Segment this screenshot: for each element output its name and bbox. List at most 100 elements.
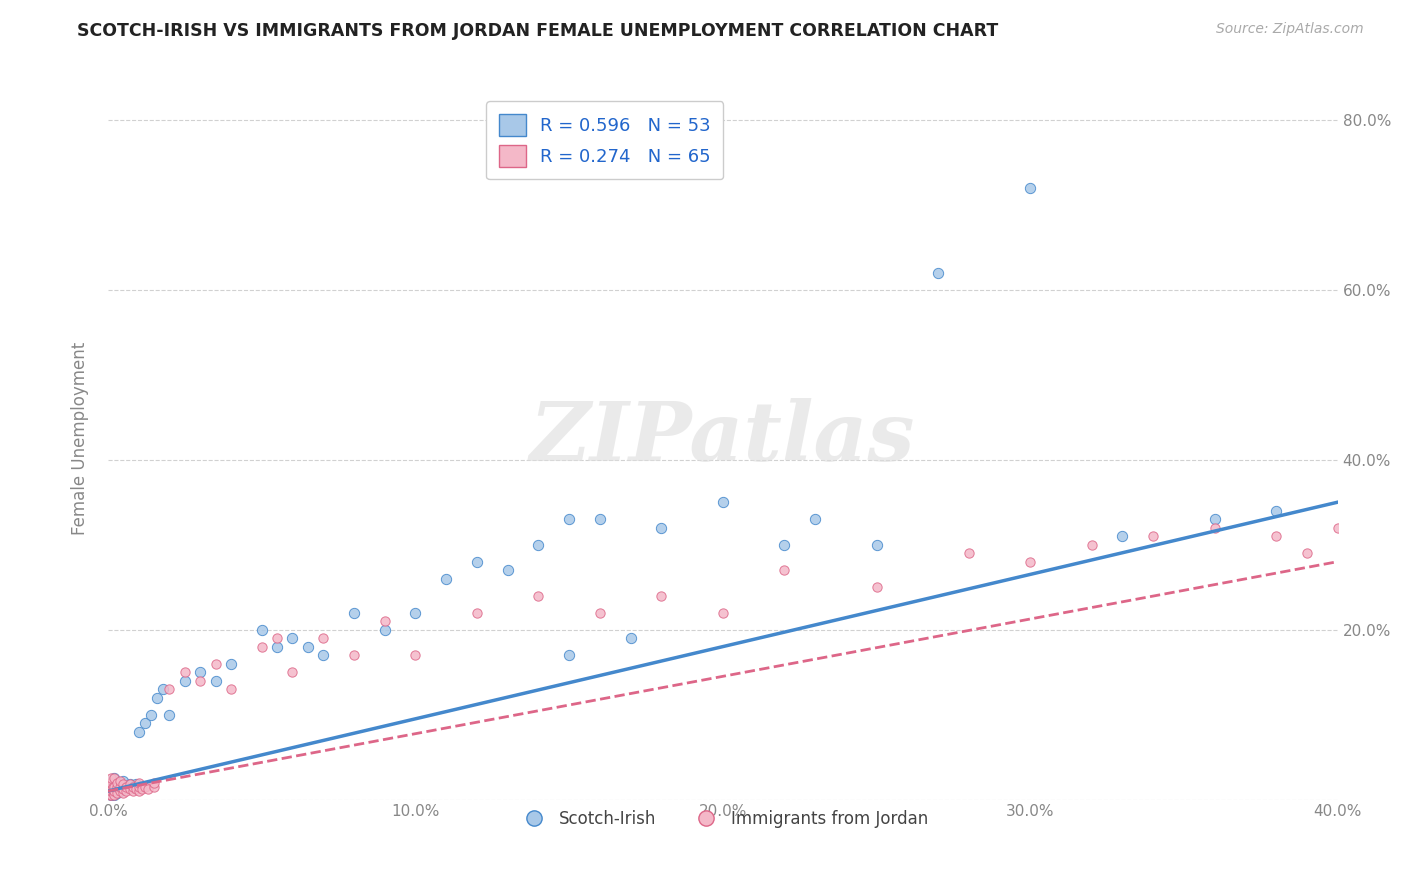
Point [1019,555,1042,569]
Point [173,665,195,679]
Point [110,784,132,798]
Text: ZIPatlas: ZIPatlas [530,399,915,478]
Point [112,786,135,800]
Point [957,546,980,560]
Point [1296,546,1319,560]
Point [589,606,612,620]
Point [343,648,366,662]
Point [650,589,672,603]
Text: SCOTCH-IRISH VS IMMIGRANTS FROM JORDAN FEMALE UNEMPLOYMENT CORRELATION CHART: SCOTCH-IRISH VS IMMIGRANTS FROM JORDAN F… [77,22,998,40]
Point [100,784,122,798]
Point [650,521,672,535]
Point [139,707,162,722]
Point [112,782,135,797]
Point [927,266,949,280]
Point [343,606,366,620]
Point [121,780,143,794]
Point [131,782,153,797]
Point [143,775,166,789]
Point [281,631,304,645]
Point [773,563,796,577]
Point [250,623,273,637]
Point [219,657,242,671]
Point [112,777,135,791]
Point [312,648,335,662]
Point [374,623,396,637]
Point [103,784,125,798]
Point [804,512,827,526]
Point [100,780,122,794]
Point [558,648,581,662]
Point [100,775,122,789]
Point [101,780,124,794]
Point [112,773,135,788]
Point [619,631,641,645]
Point [100,789,122,803]
Point [115,780,138,794]
Point [101,784,124,798]
Point [496,563,519,577]
Point [103,772,125,786]
Point [1265,529,1288,543]
Point [465,606,488,620]
Point [558,512,581,526]
Point [110,784,132,798]
Point [297,640,319,654]
Point [204,657,226,671]
Point [711,495,734,509]
Point [100,789,122,803]
Point [865,538,887,552]
Point [100,775,122,789]
Point [118,777,141,791]
Point [110,775,132,789]
Point [124,782,146,797]
Point [112,782,135,797]
Point [128,724,150,739]
Point [103,780,125,794]
Point [281,665,304,679]
Point [1204,512,1226,526]
Point [110,780,132,794]
Point [98,775,121,789]
Point [98,784,121,798]
Legend: Scotch-Irish, Immigrants from Jordan: Scotch-Irish, Immigrants from Jordan [510,803,935,835]
Point [105,782,128,797]
Point [152,682,174,697]
Point [404,648,426,662]
Point [465,555,488,569]
Point [105,777,128,791]
Y-axis label: Female Unemployment: Female Unemployment [72,342,89,535]
Point [103,789,125,803]
Point [128,775,150,789]
Point [250,640,273,654]
Point [266,631,288,645]
Point [100,784,122,798]
Point [143,780,166,794]
Point [312,631,335,645]
Point [204,673,226,688]
Point [1265,504,1288,518]
Point [128,780,150,794]
Point [105,775,128,789]
Point [121,780,143,794]
Point [118,782,141,797]
Point [188,665,211,679]
Point [266,640,288,654]
Point [434,572,457,586]
Point [173,673,195,688]
Point [1142,529,1164,543]
Point [188,673,211,688]
Text: Source: ZipAtlas.com: Source: ZipAtlas.com [1216,22,1364,37]
Point [105,786,128,800]
Point [115,784,138,798]
Point [128,784,150,798]
Point [100,772,122,786]
Point [105,786,128,800]
Point [374,614,396,628]
Point [589,512,612,526]
Point [1326,521,1348,535]
Point [711,606,734,620]
Point [103,772,125,786]
Point [136,782,159,797]
Point [118,777,141,791]
